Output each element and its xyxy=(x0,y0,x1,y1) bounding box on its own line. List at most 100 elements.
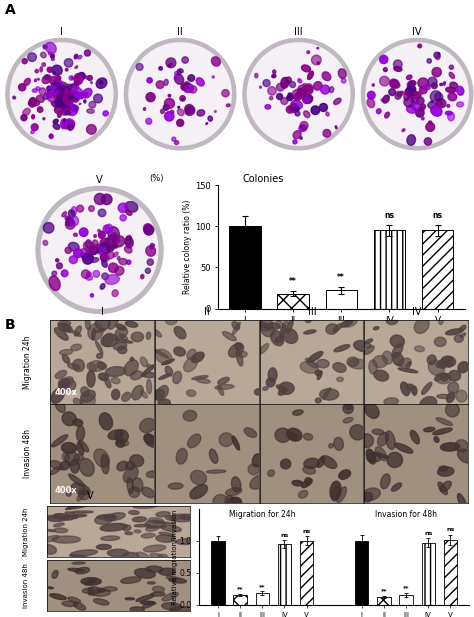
Ellipse shape xyxy=(170,607,193,612)
Ellipse shape xyxy=(407,75,412,80)
Ellipse shape xyxy=(256,321,267,327)
Ellipse shape xyxy=(268,470,274,476)
Circle shape xyxy=(61,110,64,112)
Ellipse shape xyxy=(79,489,90,500)
Ellipse shape xyxy=(107,246,113,252)
Ellipse shape xyxy=(72,88,84,99)
Ellipse shape xyxy=(439,466,448,471)
Ellipse shape xyxy=(24,78,30,85)
Ellipse shape xyxy=(32,115,35,119)
Circle shape xyxy=(419,86,427,94)
Ellipse shape xyxy=(180,96,185,101)
Ellipse shape xyxy=(119,259,127,265)
Ellipse shape xyxy=(384,398,399,405)
Ellipse shape xyxy=(131,332,144,342)
Ellipse shape xyxy=(41,52,46,58)
Ellipse shape xyxy=(364,403,379,418)
Ellipse shape xyxy=(414,91,419,99)
Ellipse shape xyxy=(108,430,123,439)
Circle shape xyxy=(426,123,435,131)
Text: **: ** xyxy=(337,273,345,282)
Ellipse shape xyxy=(59,92,64,96)
Ellipse shape xyxy=(103,111,108,116)
Circle shape xyxy=(436,56,440,60)
Ellipse shape xyxy=(394,443,413,453)
Ellipse shape xyxy=(196,78,204,86)
Ellipse shape xyxy=(82,270,90,278)
Circle shape xyxy=(412,102,420,110)
Ellipse shape xyxy=(165,315,177,325)
Ellipse shape xyxy=(147,582,155,584)
Ellipse shape xyxy=(56,76,61,81)
Ellipse shape xyxy=(276,385,286,391)
Ellipse shape xyxy=(334,345,350,352)
Ellipse shape xyxy=(305,317,311,323)
Circle shape xyxy=(383,68,387,72)
Ellipse shape xyxy=(292,89,305,99)
Text: 400x: 400x xyxy=(55,388,78,397)
Circle shape xyxy=(66,218,74,226)
Ellipse shape xyxy=(364,346,374,354)
Circle shape xyxy=(294,107,299,111)
Ellipse shape xyxy=(206,470,226,473)
Ellipse shape xyxy=(248,464,259,474)
Ellipse shape xyxy=(127,236,131,241)
Ellipse shape xyxy=(168,94,171,97)
Ellipse shape xyxy=(419,397,437,411)
Ellipse shape xyxy=(77,491,85,501)
Ellipse shape xyxy=(125,598,135,600)
Ellipse shape xyxy=(82,254,93,264)
Circle shape xyxy=(100,248,103,252)
Circle shape xyxy=(37,107,43,112)
Ellipse shape xyxy=(102,253,109,261)
Ellipse shape xyxy=(183,357,198,371)
Ellipse shape xyxy=(428,360,445,376)
Ellipse shape xyxy=(100,284,105,289)
Bar xyxy=(422,230,453,308)
Text: **: ** xyxy=(381,588,387,593)
Ellipse shape xyxy=(317,371,322,379)
Ellipse shape xyxy=(407,106,416,113)
Ellipse shape xyxy=(165,366,173,376)
Ellipse shape xyxy=(73,359,84,371)
Ellipse shape xyxy=(73,104,74,105)
Ellipse shape xyxy=(68,123,73,130)
Ellipse shape xyxy=(132,517,146,522)
Ellipse shape xyxy=(174,77,178,80)
Ellipse shape xyxy=(81,578,101,585)
Ellipse shape xyxy=(187,87,189,89)
Ellipse shape xyxy=(73,249,82,258)
Ellipse shape xyxy=(292,481,303,486)
Ellipse shape xyxy=(64,91,69,95)
Ellipse shape xyxy=(63,98,70,106)
Circle shape xyxy=(181,85,186,90)
Ellipse shape xyxy=(333,363,346,373)
Text: B: B xyxy=(5,318,15,332)
Ellipse shape xyxy=(74,454,83,460)
Ellipse shape xyxy=(74,91,79,97)
Ellipse shape xyxy=(231,477,241,492)
Ellipse shape xyxy=(150,553,164,560)
Ellipse shape xyxy=(111,389,119,400)
Ellipse shape xyxy=(374,452,389,458)
Ellipse shape xyxy=(103,333,113,346)
Ellipse shape xyxy=(176,539,195,545)
Ellipse shape xyxy=(456,86,464,95)
Y-axis label: Relative colony ratio (%): Relative colony ratio (%) xyxy=(183,200,192,294)
Circle shape xyxy=(96,243,108,255)
Ellipse shape xyxy=(63,323,72,333)
Text: Invasion 48h: Invasion 48h xyxy=(23,563,29,608)
Ellipse shape xyxy=(268,368,277,382)
Ellipse shape xyxy=(433,428,452,435)
Bar xyxy=(211,541,225,605)
Ellipse shape xyxy=(75,66,78,68)
Circle shape xyxy=(65,216,69,220)
Ellipse shape xyxy=(106,516,117,520)
Circle shape xyxy=(144,224,152,232)
Ellipse shape xyxy=(196,378,210,383)
Circle shape xyxy=(178,106,180,108)
Circle shape xyxy=(118,203,128,213)
Ellipse shape xyxy=(367,98,375,107)
Circle shape xyxy=(166,58,176,68)
Ellipse shape xyxy=(115,339,133,343)
